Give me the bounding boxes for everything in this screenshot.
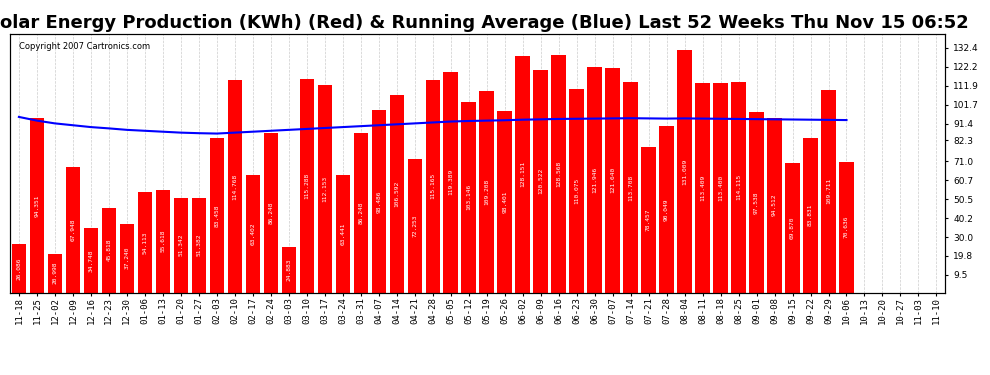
- Text: 20.998: 20.998: [52, 262, 57, 284]
- Text: 128.568: 128.568: [556, 160, 561, 187]
- Bar: [138, 192, 152, 292]
- Text: 63.441: 63.441: [341, 223, 346, 245]
- Text: 70.636: 70.636: [844, 216, 849, 238]
- Text: 113.708: 113.708: [628, 174, 633, 201]
- Text: 106.592: 106.592: [394, 181, 399, 207]
- Text: 34.748: 34.748: [88, 249, 93, 272]
- Text: 110.075: 110.075: [574, 178, 579, 204]
- Bar: [642, 147, 655, 292]
- Bar: [479, 91, 494, 292]
- Bar: [587, 67, 602, 292]
- Text: 103.146: 103.146: [466, 184, 471, 210]
- Bar: [371, 111, 386, 292]
- Bar: [155, 190, 170, 292]
- Text: 98.401: 98.401: [502, 190, 507, 213]
- Bar: [534, 70, 547, 292]
- Text: 72.253: 72.253: [412, 214, 417, 237]
- Text: Copyright 2007 Cartronics.com: Copyright 2007 Cartronics.com: [19, 42, 150, 51]
- Bar: [785, 164, 800, 292]
- Text: 24.883: 24.883: [286, 258, 291, 281]
- Text: 97.538: 97.538: [754, 191, 759, 214]
- Bar: [228, 80, 242, 292]
- Text: 109.711: 109.711: [826, 178, 831, 204]
- Text: 112.153: 112.153: [323, 176, 328, 202]
- Text: 131.009: 131.009: [682, 158, 687, 184]
- Bar: [12, 244, 26, 292]
- Bar: [516, 56, 530, 292]
- Bar: [732, 82, 745, 292]
- Bar: [569, 89, 584, 292]
- Bar: [120, 224, 134, 292]
- Text: 94.351: 94.351: [35, 194, 40, 216]
- Text: 128.151: 128.151: [520, 161, 525, 187]
- Bar: [48, 254, 62, 292]
- Text: 54.113: 54.113: [143, 231, 148, 254]
- Text: 120.522: 120.522: [539, 168, 544, 194]
- Bar: [353, 133, 368, 292]
- Bar: [408, 159, 422, 292]
- Bar: [497, 111, 512, 292]
- Text: 121.946: 121.946: [592, 166, 597, 193]
- Text: 78.457: 78.457: [646, 209, 651, 231]
- Bar: [803, 138, 818, 292]
- Text: 83.458: 83.458: [214, 204, 220, 226]
- Bar: [659, 126, 674, 292]
- Bar: [461, 102, 476, 292]
- Text: 83.831: 83.831: [808, 204, 813, 226]
- Text: 37.240: 37.240: [125, 247, 130, 269]
- Bar: [30, 118, 45, 292]
- Text: 113.400: 113.400: [718, 175, 723, 201]
- Bar: [192, 198, 206, 292]
- Title: Solar Energy Production (KWh) (Red) & Running Average (Blue) Last 52 Weeks Thu N: Solar Energy Production (KWh) (Red) & Ru…: [0, 14, 968, 32]
- Bar: [426, 80, 440, 292]
- Text: 51.342: 51.342: [178, 234, 183, 256]
- Bar: [281, 246, 296, 292]
- Bar: [822, 90, 836, 292]
- Bar: [389, 96, 404, 292]
- Text: 115.165: 115.165: [431, 173, 436, 199]
- Bar: [336, 175, 349, 292]
- Bar: [444, 72, 458, 292]
- Bar: [840, 162, 853, 292]
- Bar: [102, 208, 116, 292]
- Text: 51.382: 51.382: [196, 234, 201, 256]
- Bar: [210, 138, 224, 292]
- Bar: [173, 198, 188, 292]
- Text: 90.049: 90.049: [664, 198, 669, 220]
- Text: 94.512: 94.512: [772, 194, 777, 216]
- Text: 67.948: 67.948: [70, 219, 75, 241]
- Bar: [767, 118, 782, 292]
- Bar: [84, 228, 98, 292]
- Bar: [749, 112, 763, 292]
- Bar: [624, 82, 638, 292]
- Text: 109.208: 109.208: [484, 178, 489, 205]
- Bar: [263, 133, 278, 292]
- Text: 119.389: 119.389: [448, 169, 453, 195]
- Text: 69.870: 69.870: [790, 217, 795, 239]
- Bar: [65, 167, 80, 292]
- Text: 114.768: 114.768: [233, 173, 238, 200]
- Text: 115.288: 115.288: [304, 173, 309, 199]
- Text: 98.486: 98.486: [376, 190, 381, 213]
- Bar: [300, 80, 314, 292]
- Text: 45.818: 45.818: [106, 239, 111, 261]
- Bar: [246, 176, 260, 292]
- Text: 114.115: 114.115: [736, 174, 742, 200]
- Text: 63.402: 63.402: [250, 223, 255, 245]
- Bar: [551, 55, 566, 292]
- Bar: [606, 68, 620, 292]
- Text: 86.248: 86.248: [268, 201, 273, 224]
- Bar: [318, 85, 332, 292]
- Text: 86.248: 86.248: [358, 201, 363, 224]
- Text: 26.086: 26.086: [17, 257, 22, 280]
- Text: 55.618: 55.618: [160, 230, 165, 252]
- Bar: [677, 50, 692, 292]
- Text: 121.640: 121.640: [610, 167, 615, 193]
- Text: 113.409: 113.409: [700, 175, 705, 201]
- Bar: [714, 83, 728, 292]
- Bar: [695, 83, 710, 292]
